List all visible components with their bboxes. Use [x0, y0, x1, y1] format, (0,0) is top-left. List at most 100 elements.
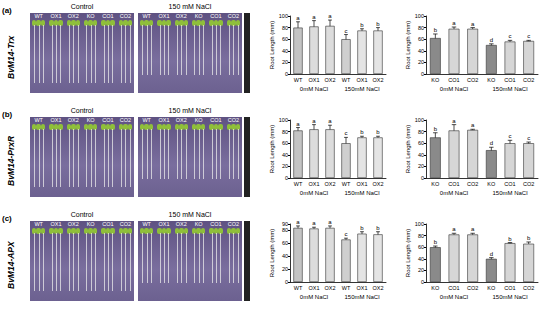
- svg-text:90: 90: [282, 221, 288, 227]
- svg-text:80: 80: [282, 129, 288, 135]
- svg-text:60: 60: [418, 36, 424, 42]
- svg-text:80: 80: [418, 25, 424, 31]
- svg-text:Root Length (mm): Root Length (mm): [269, 229, 275, 277]
- svg-text:b: b: [376, 225, 380, 231]
- svg-text:a: a: [452, 20, 456, 26]
- svg-text:40: 40: [418, 152, 424, 158]
- svg-text:40: 40: [282, 48, 288, 54]
- svg-text:a: a: [312, 220, 316, 226]
- svg-text:150mM NaCl: 150mM NaCl: [344, 294, 379, 300]
- svg-text:150mM NaCl: 150mM NaCl: [344, 86, 379, 92]
- svg-text:100: 100: [279, 117, 288, 123]
- svg-text:CO2: CO2: [467, 285, 478, 291]
- svg-text:CO1: CO1: [448, 285, 459, 291]
- svg-text:b: b: [508, 236, 512, 242]
- svg-text:0: 0: [285, 71, 288, 77]
- svg-text:a: a: [312, 14, 316, 20]
- svg-text:a: a: [328, 13, 332, 19]
- svg-text:CO2: CO2: [523, 181, 534, 187]
- svg-text:40: 40: [282, 152, 288, 158]
- svg-text:0: 0: [421, 279, 424, 285]
- svg-text:WT: WT: [294, 285, 303, 291]
- svg-text:CO2: CO2: [467, 77, 478, 83]
- svg-text:80: 80: [418, 129, 424, 135]
- svg-text:b: b: [434, 126, 438, 132]
- svg-text:60: 60: [282, 36, 288, 42]
- svg-text:CO1: CO1: [448, 181, 459, 187]
- svg-text:0mM NaCl: 0mM NaCl: [300, 294, 328, 300]
- svg-text:a: a: [296, 121, 300, 127]
- svg-text:c: c: [527, 135, 530, 141]
- svg-text:0: 0: [421, 71, 424, 77]
- svg-text:20: 20: [418, 59, 424, 65]
- svg-text:WT: WT: [294, 181, 303, 187]
- svg-text:0: 0: [285, 279, 288, 285]
- svg-text:150mM NaCl: 150mM NaCl: [344, 190, 379, 196]
- svg-text:OX1: OX1: [308, 285, 319, 291]
- svg-text:OX1: OX1: [356, 77, 367, 83]
- svg-text:OX1: OX1: [308, 77, 319, 83]
- svg-text:Root Length (mm): Root Length (mm): [405, 21, 411, 69]
- svg-text:Root Length (mm): Root Length (mm): [405, 125, 411, 173]
- svg-text:b: b: [434, 27, 438, 33]
- svg-text:a: a: [312, 118, 316, 124]
- svg-text:80: 80: [282, 227, 288, 233]
- svg-text:CO2: CO2: [523, 285, 534, 291]
- svg-text:WT: WT: [294, 77, 303, 83]
- svg-text:b: b: [376, 21, 380, 27]
- svg-text:c: c: [345, 130, 348, 136]
- svg-text:WT: WT: [342, 77, 351, 83]
- svg-text:0mM NaCl: 0mM NaCl: [440, 294, 468, 300]
- svg-text:OX1: OX1: [356, 181, 367, 187]
- svg-text:OX1: OX1: [356, 285, 367, 291]
- svg-text:CO2: CO2: [523, 77, 534, 83]
- svg-text:80: 80: [418, 233, 424, 239]
- svg-text:100: 100: [415, 13, 424, 19]
- svg-text:c: c: [345, 28, 348, 34]
- svg-text:b: b: [527, 235, 531, 241]
- svg-text:40: 40: [418, 48, 424, 54]
- svg-text:a: a: [471, 226, 475, 232]
- svg-text:0mM NaCl: 0mM NaCl: [300, 86, 328, 92]
- svg-text:b: b: [360, 129, 364, 135]
- svg-text:80: 80: [282, 25, 288, 31]
- svg-text:0: 0: [421, 175, 424, 181]
- svg-text:CO1: CO1: [448, 77, 459, 83]
- svg-text:150mM NaCl: 150mM NaCl: [492, 190, 527, 196]
- svg-text:a: a: [296, 219, 300, 225]
- svg-text:150mM NaCl: 150mM NaCl: [492, 86, 527, 92]
- svg-text:Root Length (mm): Root Length (mm): [269, 125, 275, 173]
- svg-text:CO1: CO1: [504, 285, 515, 291]
- svg-text:d: d: [490, 251, 493, 257]
- svg-text:100: 100: [415, 117, 424, 123]
- svg-text:c: c: [527, 33, 530, 39]
- svg-text:CO1: CO1: [504, 181, 515, 187]
- svg-text:a: a: [328, 118, 332, 124]
- svg-text:OX2: OX2: [324, 181, 335, 187]
- svg-text:KO: KO: [487, 77, 496, 83]
- svg-text:c: c: [509, 133, 512, 139]
- svg-text:b: b: [376, 129, 380, 135]
- svg-text:20: 20: [282, 59, 288, 65]
- svg-text:OX2: OX2: [372, 77, 383, 83]
- svg-text:b: b: [434, 239, 438, 245]
- svg-text:a: a: [296, 15, 300, 21]
- svg-text:20: 20: [418, 163, 424, 169]
- svg-text:b: b: [360, 225, 364, 231]
- svg-text:40: 40: [418, 256, 424, 262]
- svg-text:OX2: OX2: [324, 285, 335, 291]
- svg-text:a: a: [328, 219, 332, 225]
- svg-text:100: 100: [415, 221, 424, 227]
- svg-text:20: 20: [418, 267, 424, 273]
- svg-text:20: 20: [282, 266, 288, 272]
- svg-text:150mM NaCl: 150mM NaCl: [492, 294, 527, 300]
- svg-text:0mM NaCl: 0mM NaCl: [440, 86, 468, 92]
- svg-text:a: a: [452, 118, 456, 124]
- svg-text:a: a: [471, 21, 475, 27]
- svg-text:d: d: [490, 37, 493, 43]
- svg-text:WT: WT: [342, 285, 351, 291]
- svg-text:40: 40: [282, 253, 288, 259]
- svg-text:KO: KO: [431, 77, 440, 83]
- svg-text:WT: WT: [342, 181, 351, 187]
- svg-text:CO2: CO2: [467, 181, 478, 187]
